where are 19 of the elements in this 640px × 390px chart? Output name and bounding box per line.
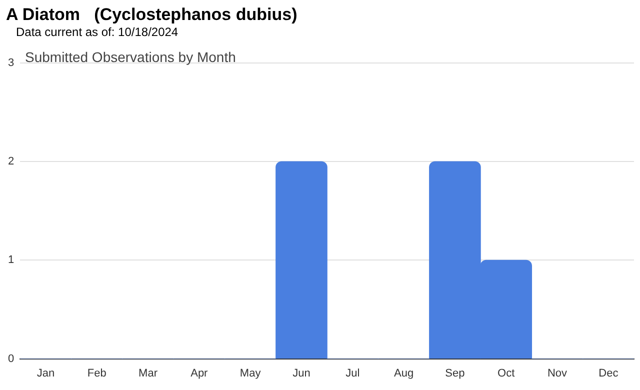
chart-subtitle: Data current as of: 10/18/2024 [16, 25, 178, 39]
x-tick-label: Dec [598, 367, 619, 380]
x-tick-label: Oct [498, 367, 515, 380]
y-tick-label: 1 [8, 254, 14, 266]
x-tick-label: Sep [445, 367, 465, 380]
x-tick-label: Feb [87, 367, 106, 380]
x-tick-label: Jul [346, 367, 360, 380]
chart-title: A Diatom (Cyclostephanos dubius) [6, 5, 298, 25]
annotation: Submitted Observations by Month [25, 49, 236, 65]
x-tick-label: May [240, 367, 262, 380]
y-tick-label: 2 [8, 156, 14, 168]
y-tick-label: 3 [8, 57, 14, 70]
x-tick-label: Jun [292, 367, 310, 380]
x-tick-label: Aug [394, 367, 414, 380]
x-tick-label: Mar [138, 367, 158, 380]
x-tick-label: Nov [547, 367, 568, 380]
x-tick-label: Apr [190, 367, 208, 380]
x-tick-label: Jan [36, 367, 55, 380]
y-tick-label: 0 [8, 352, 14, 365]
